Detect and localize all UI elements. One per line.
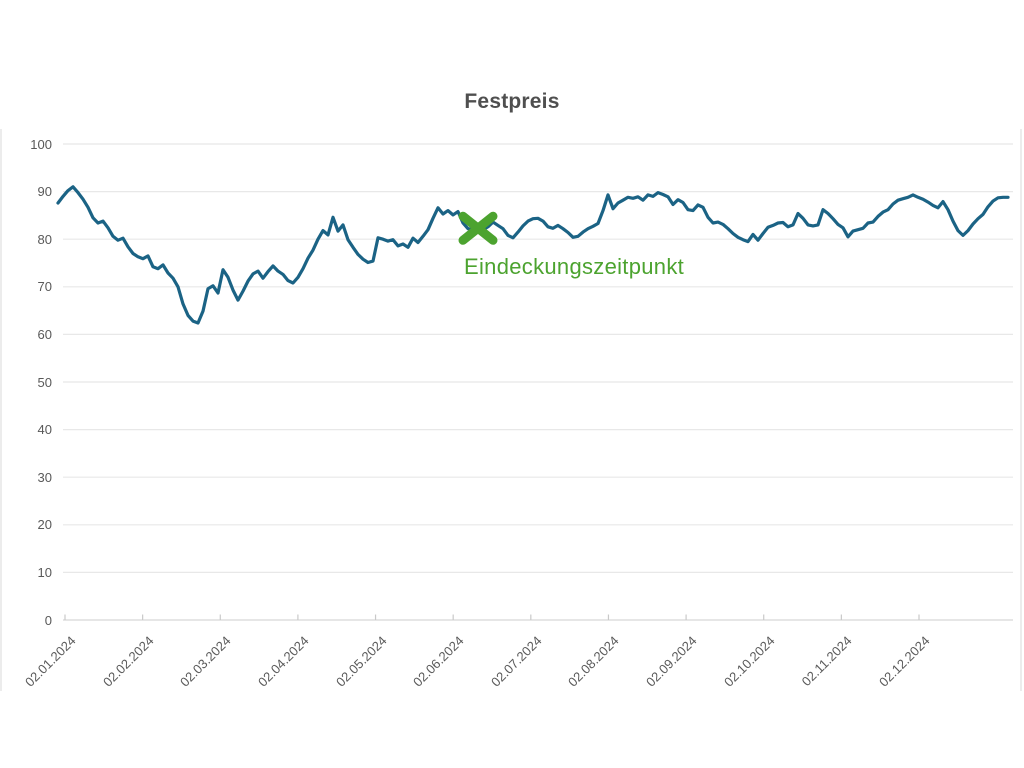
right-page-border bbox=[1020, 129, 1022, 691]
y-axis-label: 80 bbox=[37, 231, 52, 247]
y-axis-label: 30 bbox=[37, 469, 52, 485]
y-axis-label: 10 bbox=[37, 564, 52, 580]
y-axis-label: 50 bbox=[37, 374, 52, 390]
eindeckung-marker-icon bbox=[458, 211, 498, 245]
y-axis-label: 40 bbox=[37, 422, 52, 438]
y-axis-label: 100 bbox=[30, 136, 52, 152]
y-axis-label: 90 bbox=[37, 184, 52, 200]
festpreis-line bbox=[56, 185, 1010, 325]
y-axis-label: 0 bbox=[44, 612, 52, 628]
y-axis-label: 20 bbox=[37, 517, 52, 533]
y-axis-label: 60 bbox=[37, 326, 52, 342]
chart-title: Festpreis bbox=[464, 90, 560, 113]
eindeckung-annotation-label: Eindeckungszeitpunkt bbox=[464, 254, 685, 279]
marker-stroke bbox=[458, 211, 498, 245]
left-page-border bbox=[0, 129, 2, 691]
y-axis-label: 70 bbox=[37, 279, 52, 295]
